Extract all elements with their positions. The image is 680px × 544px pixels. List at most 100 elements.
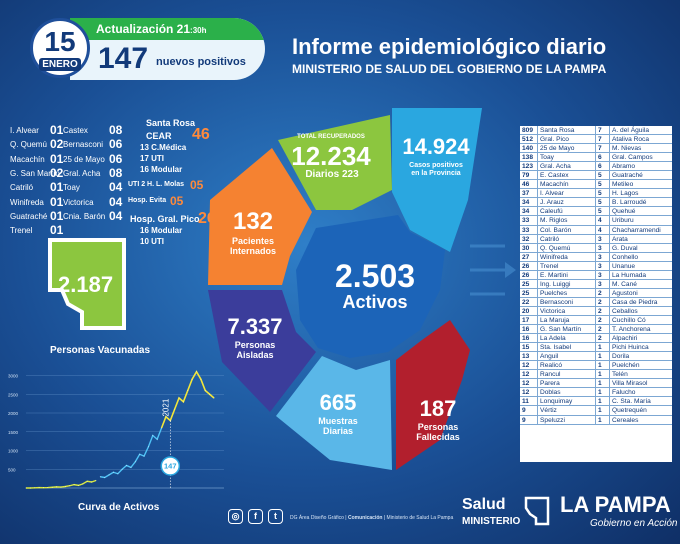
chart-y-tick: 1500 <box>8 430 19 435</box>
instagram-icon[interactable]: ◎ <box>228 509 243 524</box>
table-cell-count: 34 <box>520 207 538 216</box>
locality-count: 01 <box>50 208 64 223</box>
locality-name: Victorica <box>63 197 94 207</box>
table-row: 12 Rancul <box>520 370 595 380</box>
table-cell-name: Falucho <box>612 389 636 397</box>
hosp-evita: Hosp. Evita <box>128 197 167 204</box>
table-row: 7 Ataliva Roca <box>596 135 672 145</box>
vaccinated-count: 2.187 <box>58 272 114 297</box>
chart-point <box>82 483 84 485</box>
samples-label-2: Diarias <box>322 426 354 436</box>
segment-cases <box>392 108 482 252</box>
table-row: 46 Macachín <box>520 180 595 190</box>
la-pampa-logo-text: LA PAMPA <box>560 492 671 517</box>
table-cell-name: Q. Quemú <box>540 244 571 252</box>
chart-point <box>182 401 184 403</box>
table-row: 16 La Adela <box>520 334 595 344</box>
chart-point <box>77 484 79 486</box>
table-row: 1 Quetrequén <box>596 406 672 416</box>
table-cell-name: Pichi Huinca <box>612 344 649 352</box>
table-cell-name: Ceballos <box>612 307 638 315</box>
table-row: 3 M. Cané <box>596 279 672 289</box>
chart-point <box>86 480 88 482</box>
recovered-label: TOTAL RECUPERADOS <box>297 134 365 140</box>
table-cell-name: La Adela <box>540 335 566 343</box>
table-cell-name: Winifreda <box>540 253 568 261</box>
table-row: 30 Q. Quemú <box>520 243 595 253</box>
table-row: 26 E. Martini <box>520 270 595 280</box>
locality-item: I. Alvear 01 <box>10 124 65 137</box>
deaths-count: 187 <box>419 396 457 421</box>
table-cell-count: 34 <box>520 198 538 207</box>
chart-point <box>64 486 66 487</box>
table-row: 37 I. Alvear <box>520 189 595 199</box>
table-cell-name: Unanue <box>612 262 636 270</box>
chart-point <box>152 435 154 436</box>
hosp-pico: Hosp. Gral. Pico <box>130 214 200 224</box>
arrow-lines <box>470 244 505 296</box>
locality-count: 06 <box>109 151 123 166</box>
locality-count: 01 <box>50 180 64 195</box>
table-cell-count: 5 <box>596 207 610 216</box>
table-cell-count: 25 <box>520 288 538 297</box>
table-cell-name: Col. Barón <box>540 226 572 234</box>
table-cell-name: Gral. Pico <box>540 136 569 144</box>
table-cell-count: 5 <box>596 171 610 180</box>
table-row: 12 Realicó <box>520 361 595 371</box>
table-cell-name: Speluzzi <box>540 416 565 424</box>
table-row: 512 Gral. Pico <box>520 135 595 145</box>
chart-y-tick: 3000 <box>8 374 19 379</box>
update-label: Actualización 21 <box>96 22 191 36</box>
hosp-cear-line-1: 13 C.Médica <box>140 143 187 152</box>
locality-item: Toay 04 <box>63 181 125 194</box>
la-pampa-map-icon <box>48 238 126 330</box>
table-row: 2 Agustoni <box>596 288 672 298</box>
locality-item: Guatraché 01 <box>10 208 65 223</box>
chart-point <box>134 461 136 463</box>
locality-item: Macachín 01 <box>10 153 65 166</box>
twitter-icon[interactable]: t <box>268 509 283 524</box>
locality-count: 08 <box>109 123 123 137</box>
table-row: 123 Gral. Acha <box>520 162 595 172</box>
locality-name: 25 de Mayo <box>63 154 105 164</box>
hosp-santa-rosa: Santa Rosa <box>146 118 196 128</box>
active-curve-chart: 3000 2500 2000 1500 1000 500 2021 147 <box>8 370 224 489</box>
table-row: 1 Villa Mirasol <box>596 379 672 389</box>
hospitalized-count: 132 <box>232 208 274 235</box>
table-cell-name: C. Sta. María <box>612 398 651 406</box>
table-row: 32 Catriló <box>520 234 595 244</box>
chart-current-value: 147 <box>164 462 177 471</box>
footer-credit: DG Área Diseño Gráfico | Comunicación | … <box>290 515 454 521</box>
table-row: 809 Santa Rosa <box>520 126 595 136</box>
table-cell-name: Puelches <box>540 289 568 297</box>
chart-y-tick: 2000 <box>8 411 19 416</box>
table-cell-name: I. Alvear <box>540 190 564 198</box>
update-time: :30h <box>190 26 207 35</box>
table-row: 1 Pichi Huinca <box>596 343 672 353</box>
table-cell-count: 46 <box>520 180 538 189</box>
table-cell-count: 11 <box>520 397 538 406</box>
table-cell-count: 7 <box>596 126 610 135</box>
chart-point <box>174 408 176 410</box>
table-row: 25 Ing. Luiggi <box>520 279 595 289</box>
chart-y-tick: 1000 <box>8 449 19 454</box>
chart-point <box>42 487 44 489</box>
hosp-cear-line-2: 17 UTI <box>140 154 165 163</box>
table-cell-count: 2 <box>596 315 610 325</box>
locality-count: 01 <box>50 223 64 238</box>
table-cell-count: 123 <box>520 162 538 171</box>
table-cell-count: 26 <box>520 261 538 270</box>
locality-item: Catriló 01 <box>10 180 65 195</box>
table-cell-name: Abramo <box>612 163 636 171</box>
table-row: 13 Anguil <box>520 352 595 362</box>
table-row: 11 Lonquimay <box>520 397 595 407</box>
localities-table: 809 Santa Rosa 512 Gral. Pico 140 25 de Mayo 1… <box>520 126 672 462</box>
table-cell-count: 2 <box>596 288 610 297</box>
table-cell-name: Doblas <box>540 389 561 397</box>
facebook-icon[interactable]: f <box>248 509 263 524</box>
table-row: 6 Abramo <box>596 162 672 172</box>
table-row: 3 Unanue <box>596 261 672 271</box>
table-cell-count: 3 <box>596 234 610 243</box>
table-row: 79 E. Castex <box>520 171 595 181</box>
table-cell-name: Rancul <box>540 371 561 379</box>
